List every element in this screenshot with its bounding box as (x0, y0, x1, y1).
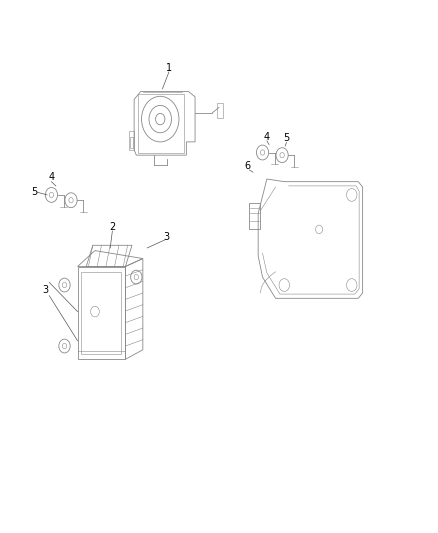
Text: 4: 4 (48, 172, 54, 182)
Text: 1: 1 (166, 63, 172, 72)
Text: 4: 4 (264, 132, 270, 142)
Text: 5: 5 (283, 133, 290, 143)
Text: 5: 5 (31, 187, 37, 197)
Text: 3: 3 (164, 232, 170, 243)
Text: 3: 3 (42, 285, 48, 295)
Text: 6: 6 (244, 161, 251, 171)
Text: 2: 2 (109, 222, 116, 232)
